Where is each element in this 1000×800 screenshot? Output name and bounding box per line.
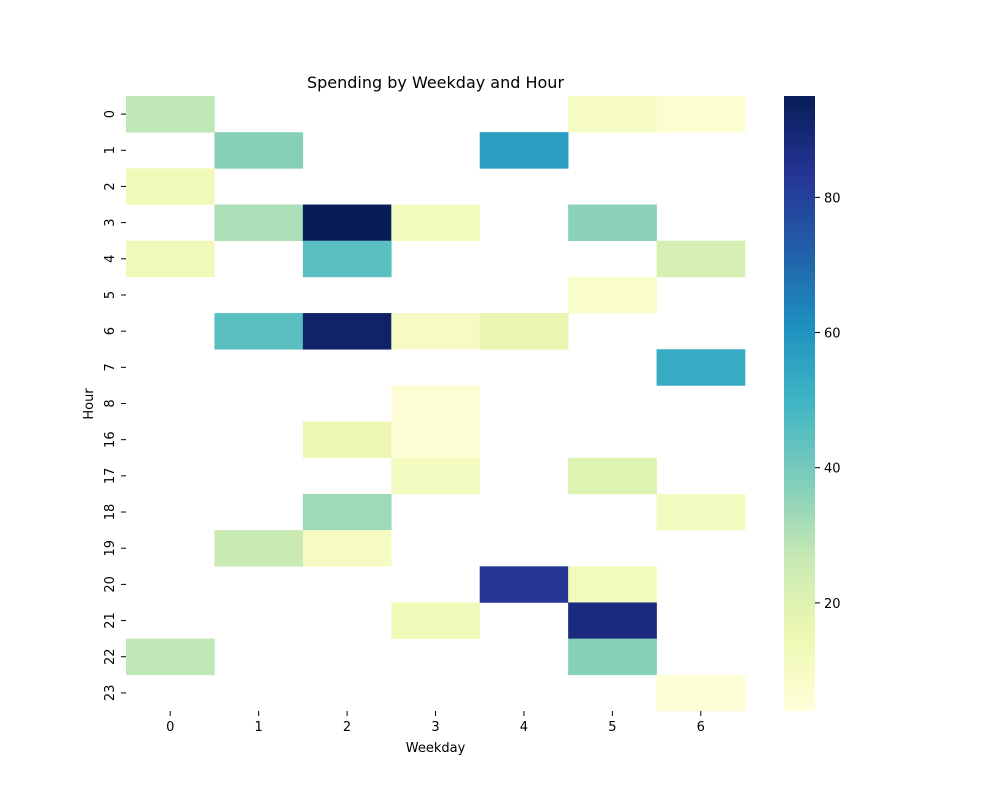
x-tick-label: 6	[697, 720, 705, 735]
y-tick-label: 19	[103, 540, 118, 557]
heatmap-cell	[479, 313, 569, 350]
x-tick-label: 5	[608, 720, 616, 735]
y-tick-label: 6	[103, 327, 118, 335]
heatmap-cell	[302, 421, 392, 459]
heatmap-cell	[568, 457, 657, 495]
heatmap-cell	[126, 168, 215, 205]
heatmap-cell	[656, 674, 746, 712]
heatmap-cell	[391, 204, 481, 242]
y-tick-label: 23	[103, 685, 118, 702]
heatmap-cell	[568, 204, 657, 242]
heatmap-cell	[479, 132, 569, 169]
y-tick-label: 4	[103, 255, 118, 263]
heatmap-cell	[302, 530, 392, 567]
colorbar-tick-label: 20	[824, 597, 841, 612]
x-tick-label: 2	[343, 720, 351, 735]
x-axis-label: Weekday	[406, 741, 466, 756]
heatmap-cell	[391, 457, 481, 495]
x-tick-label: 4	[520, 720, 528, 735]
y-tick-label: 20	[103, 576, 118, 593]
heatmap-cell	[391, 602, 481, 639]
y-tick-label: 3	[103, 218, 118, 226]
heatmap-cells	[126, 96, 746, 712]
x-tick-label: 3	[431, 720, 439, 735]
heatmap-cell	[126, 638, 215, 676]
y-tick-label: 1	[103, 146, 118, 154]
y-tick-label: 8	[103, 399, 118, 407]
heatmap-cell	[214, 204, 304, 242]
heatmap-cell	[391, 385, 481, 422]
y-tick-label: 0	[103, 110, 118, 118]
heatmap-cell	[302, 493, 392, 531]
heatmap-cell	[126, 240, 215, 278]
chart-title: Spending by Weekday and Hour	[307, 73, 564, 92]
colorbar	[784, 96, 815, 711]
heatmap-cell	[214, 530, 304, 567]
heatmap-cell	[302, 240, 392, 278]
x-tick-label: 0	[166, 720, 174, 735]
heatmap-cell	[656, 96, 746, 133]
heatmap-cell	[568, 566, 657, 603]
heatmap-cell	[656, 493, 746, 531]
heatmap-cell	[656, 349, 746, 386]
x-tick-label: 1	[255, 720, 263, 735]
heatmap-cell	[302, 313, 392, 350]
heatmap-cell	[479, 566, 569, 603]
heatmap-cell	[568, 276, 657, 314]
y-tick-label: 16	[103, 431, 118, 448]
heatmap-cell	[568, 602, 657, 639]
y-tick-label: 2	[103, 182, 118, 190]
heatmap-cell	[391, 313, 481, 350]
y-axis-label: Hour	[82, 388, 97, 420]
heatmap-cell	[302, 204, 392, 242]
heatmap-cell	[656, 240, 746, 278]
heatmap-cell	[391, 421, 481, 459]
y-tick-label: 17	[103, 468, 118, 485]
x-axis-ticks: 0 1 2 3 4 5 6	[166, 711, 705, 735]
heatmap-cell	[214, 313, 304, 350]
heatmap-cell	[568, 638, 657, 676]
heatmap-cell	[214, 132, 304, 169]
y-tick-label: 21	[103, 612, 118, 629]
y-tick-label: 7	[103, 363, 118, 371]
heatmap-cell	[568, 96, 657, 133]
y-tick-label: 22	[103, 648, 118, 665]
heatmap-cell	[126, 96, 215, 133]
colorbar-tick-label: 40	[824, 462, 841, 477]
colorbar-tick-label: 60	[824, 327, 841, 342]
y-tick-label: 5	[103, 291, 118, 299]
colorbar-ticks: 20 40 60 80	[815, 191, 841, 612]
colorbar-tick-label: 80	[824, 191, 841, 206]
y-tick-label: 18	[103, 504, 118, 521]
